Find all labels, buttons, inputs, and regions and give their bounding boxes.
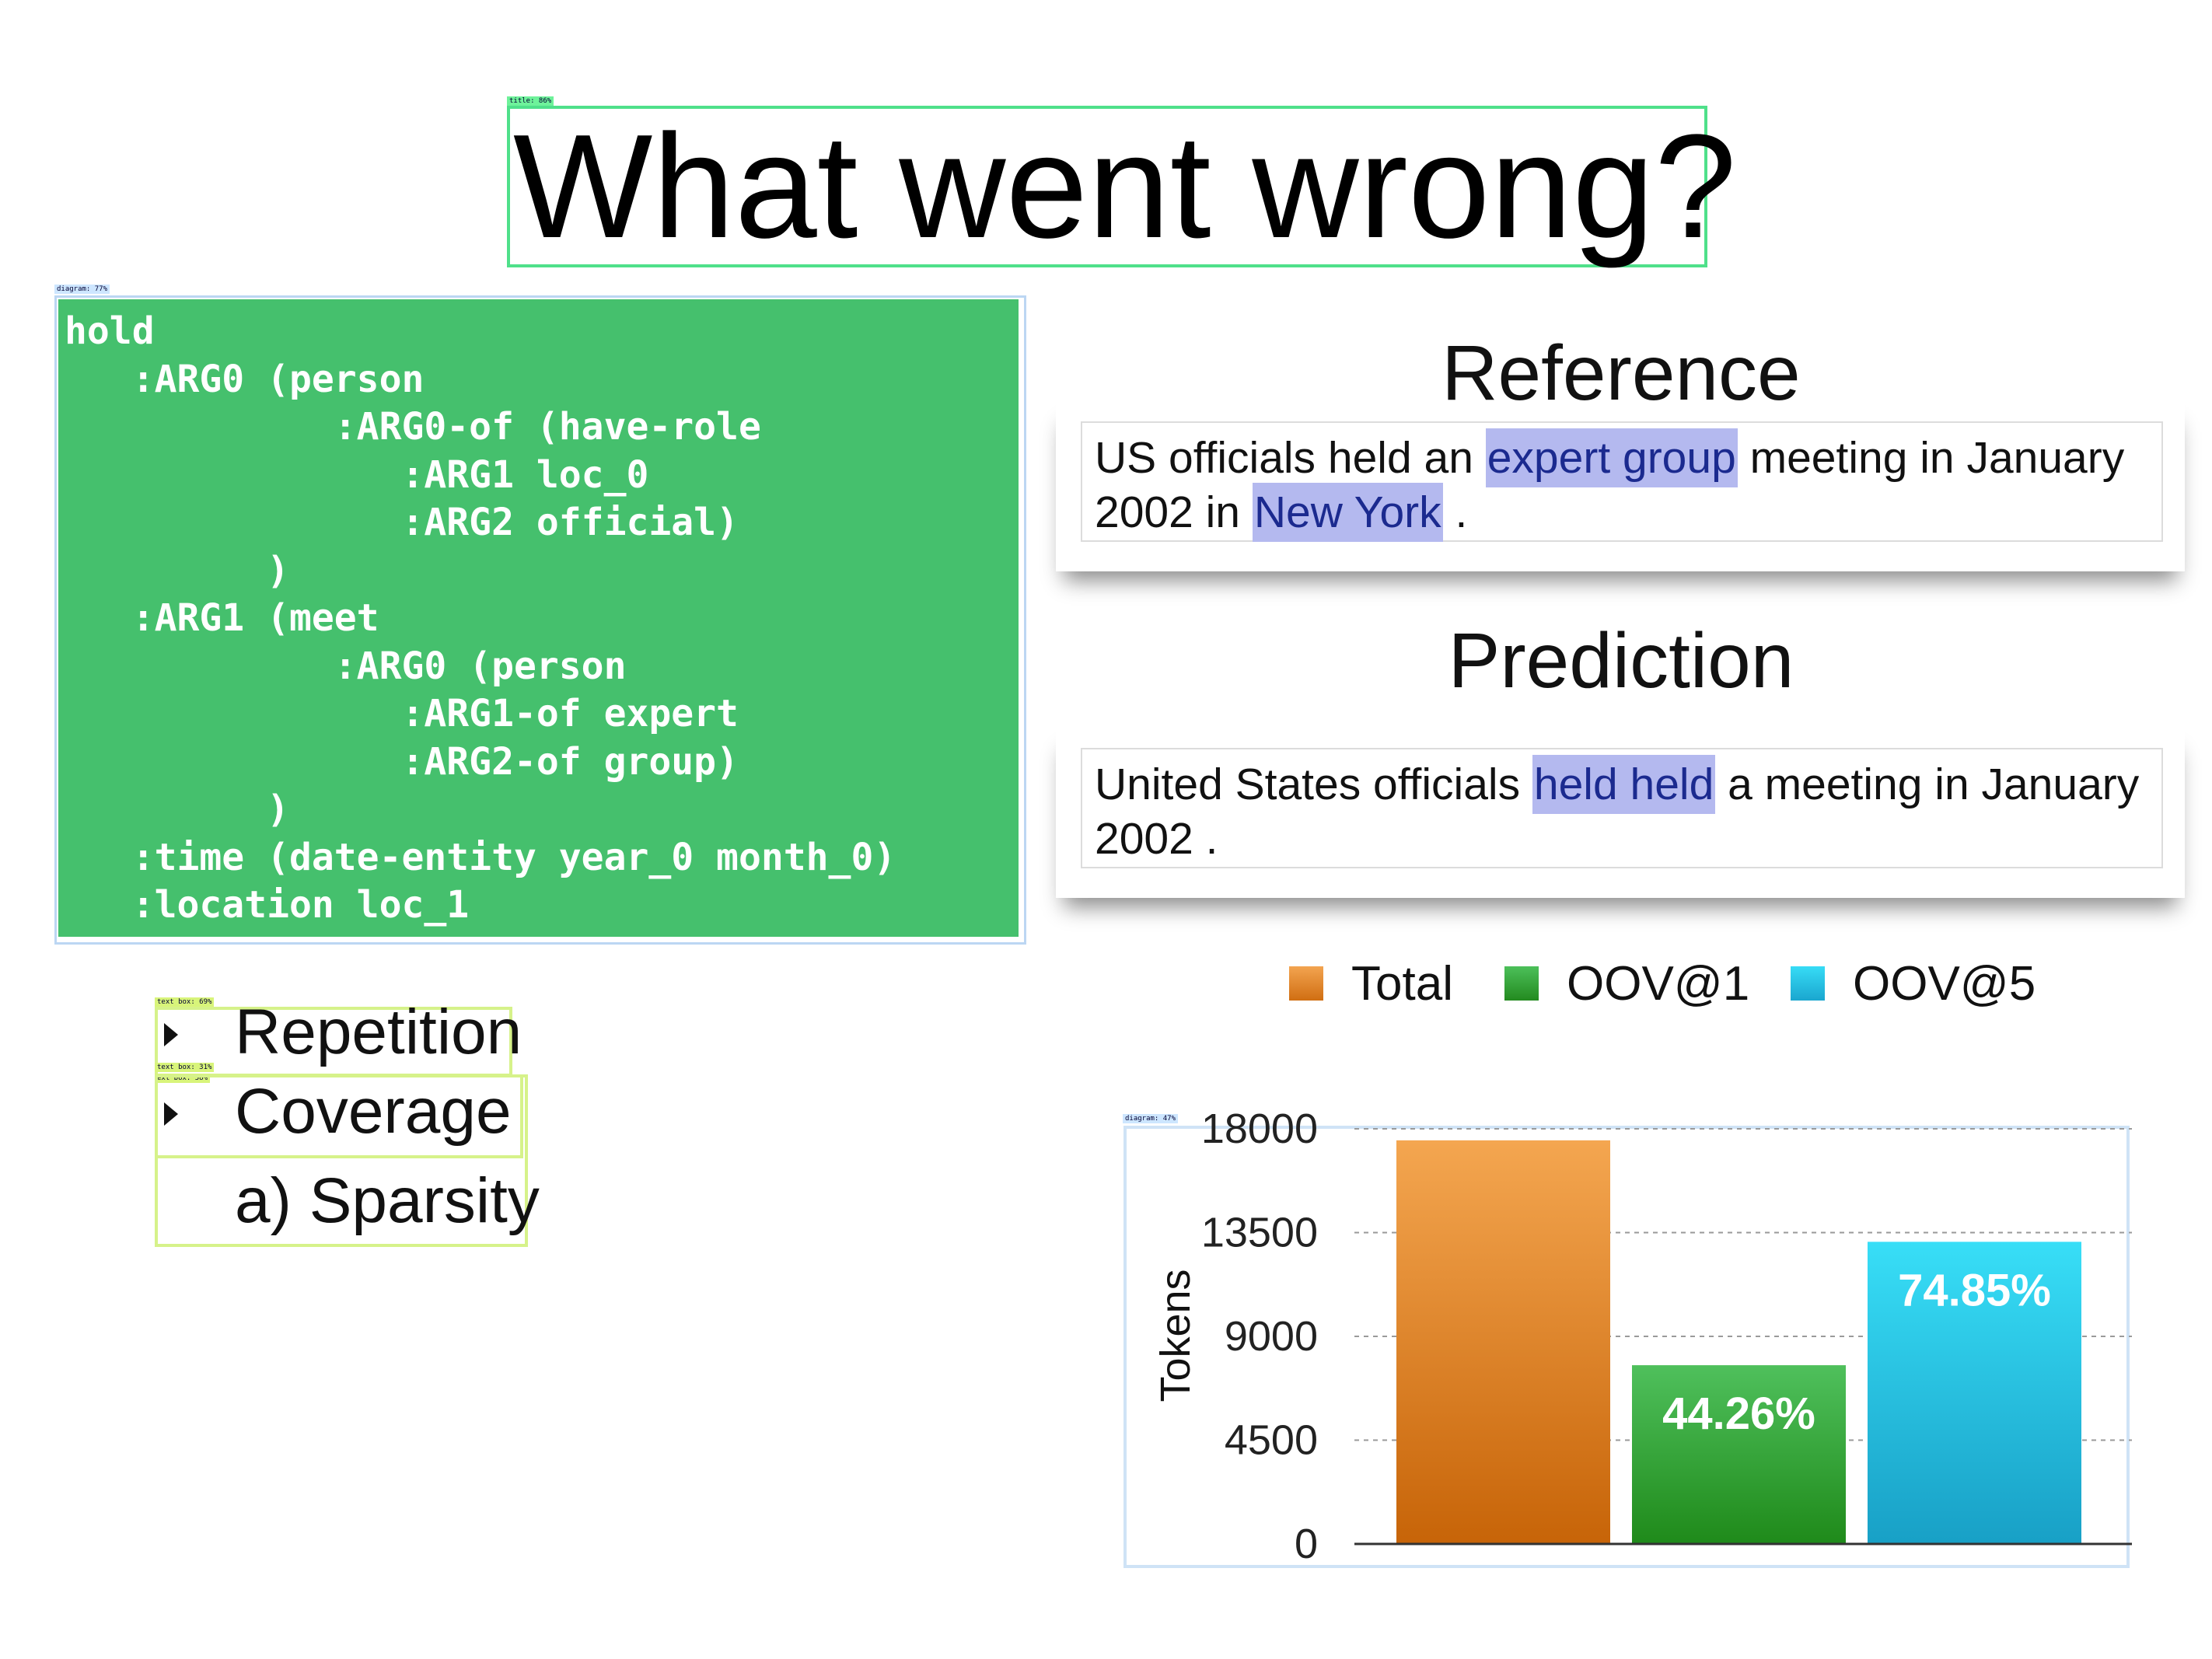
legend-item-oov5: OOV@5 [1791, 956, 2036, 1011]
bullet-arrow-icon [164, 1023, 178, 1046]
legend-swatch-oov1 [1504, 966, 1539, 1001]
bullet-coverage: Coverage [235, 1076, 512, 1147]
diagram-detection-tag-1: diagram: 77% [54, 285, 110, 294]
amr-diagram-box [54, 295, 1026, 945]
prediction-heading: Prediction [1448, 617, 1794, 704]
prediction-text-1: United States officials [1095, 760, 1532, 809]
y-tick-label: 0 [1295, 1521, 1318, 1567]
bullet-arrow-icon [164, 1102, 178, 1126]
bar-total [1396, 1140, 1610, 1544]
reference-text-2: meeting in January 2002 in [1095, 433, 2125, 537]
reference-card: US officials held an expert group meetin… [1056, 400, 2185, 571]
y-tick-label: 9000 [1225, 1313, 1318, 1360]
bullet-repetition: Repetition [235, 997, 522, 1067]
bar-data-label: 74.85% [1898, 1265, 2051, 1315]
slide-title: What went wrong? [513, 104, 1737, 269]
reference-text-3: . [1442, 487, 1468, 537]
reference-highlight-new-york: New York [1252, 483, 1443, 542]
legend-label-oov5: OOV@5 [1853, 956, 2036, 1011]
bullet-sparsity: a) Sparsity [235, 1165, 540, 1236]
bar-oov-1 [1632, 1365, 1846, 1544]
y-tick-label: 4500 [1225, 1417, 1318, 1464]
chart-detection-box [1123, 1126, 2130, 1568]
legend-item-total: Total [1289, 956, 1453, 1011]
reference-text-1: US officials held an [1095, 433, 1486, 483]
reference-highlight-expert-group: expert group [1485, 428, 1738, 487]
diagram-detection-tag-2: diagram: 47% [1123, 1114, 1179, 1123]
title-detection-box [507, 106, 1707, 267]
y-tick-label: 18000 [1201, 1105, 1318, 1152]
amr-graph-code: hold :ARG0 (person :ARG0-of (have-role :… [65, 309, 896, 927]
prediction-highlight-held-held: held held [1532, 755, 1716, 814]
bar-oov-5 [1868, 1242, 2081, 1544]
prediction-text-2: a meeting in January 2002 . [1095, 760, 2140, 864]
oov-bar-chart: 0 4500 9000 13500 18000 44.26% 74.85% Tokens [1123, 1105, 2132, 1568]
textbox-detection-box-3 [155, 1074, 528, 1247]
legend-label-total: Total [1351, 956, 1453, 1011]
legend-item-oov1: OOV@1 [1504, 956, 1749, 1011]
legend-swatch-total [1289, 966, 1323, 1001]
bar-data-label: 44.26% [1662, 1388, 1815, 1439]
y-tick-label: 13500 [1201, 1210, 1318, 1256]
legend-label-oov1: OOV@1 [1567, 956, 1750, 1011]
prediction-sentence: United States officials held held a meet… [1081, 748, 2163, 868]
legend-swatch-oov5 [1791, 966, 1825, 1001]
textbox-detection-tag-2: text box: 31% [155, 1063, 215, 1072]
textbox-detection-tag-1: text box: 69% [155, 997, 215, 1007]
prediction-card: United States officials held held a meet… [1056, 727, 2185, 898]
reference-sentence: US officials held an expert group meetin… [1081, 421, 2163, 542]
title-detection-tag: title: 86% [507, 96, 554, 106]
amr-graph-panel [58, 299, 1019, 937]
y-axis-label: Tokens [1152, 1269, 1199, 1402]
